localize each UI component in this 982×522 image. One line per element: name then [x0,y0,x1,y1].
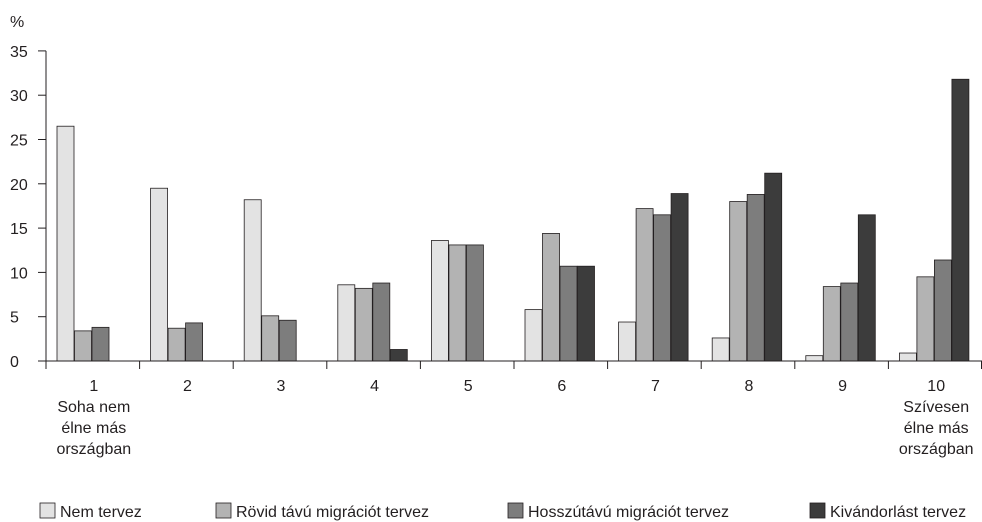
bar-series-1 [711,337,730,362]
category-label: 1 [89,378,98,395]
bar-series-1 [56,125,75,362]
category-label: 9 [838,378,847,395]
bar-series-3 [653,214,671,362]
category-label: 4 [370,378,379,395]
bar-series-2 [261,315,280,362]
bar-series-3 [372,282,391,362]
bar-series-3 [559,265,578,362]
bar-series-2 [822,286,841,362]
y-tick-label: 0 [10,354,19,371]
bars [56,78,970,362]
bar-series-3 [185,322,204,362]
category-label: 7 [651,378,660,395]
bar-series-4 [764,172,783,362]
bar-series-3 [278,319,297,362]
bar-series-2 [448,244,467,362]
bar-series-1 [243,199,262,362]
category-label: élne más [61,420,126,437]
bar-series-3 [465,244,484,362]
bar-series-2 [916,276,935,362]
y-tick-label: 20 [10,177,28,194]
bar-series-2 [354,287,373,362]
category-label: 2 [183,378,192,395]
bar-series-2 [167,327,186,362]
bar-series-2 [635,208,654,362]
bar-series-3 [840,282,859,362]
x-axis: 1 Soha nem élne más országban 2 3 4 5 6 7 8 9 10 Szív… [45,360,982,458]
legend-swatch [809,502,826,519]
legend-swatch [215,502,232,519]
bar-series-3 [746,194,765,362]
y-tick-label: 10 [10,265,28,282]
category-label: országban [899,441,974,458]
legend-label: Hosszútávú migrációt tervez [528,504,729,521]
category-label: élne más [904,420,969,437]
bar-series-2 [542,233,560,362]
bar-series-4 [670,193,689,362]
bar-series-4 [577,265,595,362]
y-tick-label: 25 [10,133,28,150]
bar-series-4 [857,214,876,362]
category-label: 8 [745,378,754,395]
bar-series-1 [430,240,449,362]
bar-series-1 [337,284,356,362]
legend-swatch [507,502,524,519]
category-label: 3 [277,378,286,395]
bar-series-1 [805,355,824,362]
y-tick-label: 30 [10,88,28,105]
bar-series-1 [524,309,543,362]
bar-series-4 [389,349,408,362]
category-label: Szívesen [903,399,969,416]
y-tick-label: 15 [10,221,28,238]
legend: Nem tervez Rövid távú migrációt tervez Hos… [39,502,966,521]
y-axis-unit-label: % [10,14,24,31]
bar-series-2 [729,201,748,362]
bar-series-1 [150,187,169,362]
category-label: 6 [557,378,566,395]
y-axis: 0 5 10 15 20 25 30 35 [10,44,47,371]
category-label: 10 [927,378,945,395]
bar-series-3 [91,326,110,362]
y-tick-label: 5 [10,310,19,327]
bar-series-4 [951,78,970,362]
category-label: Soha nem [57,399,130,416]
bar-series-1 [899,352,917,362]
category-label: 5 [464,378,473,395]
legend-label: Nem tervez [60,504,142,521]
legend-label: Rövid távú migrációt tervez [236,504,429,521]
y-tick-label: 35 [10,44,28,61]
category-label: országban [56,441,131,458]
legend-label: Kivándorlást tervez [830,504,966,521]
legend-swatch [39,502,56,519]
bar-series-2 [74,330,92,362]
bar-series-3 [934,259,952,362]
bar-series-1 [618,321,636,362]
